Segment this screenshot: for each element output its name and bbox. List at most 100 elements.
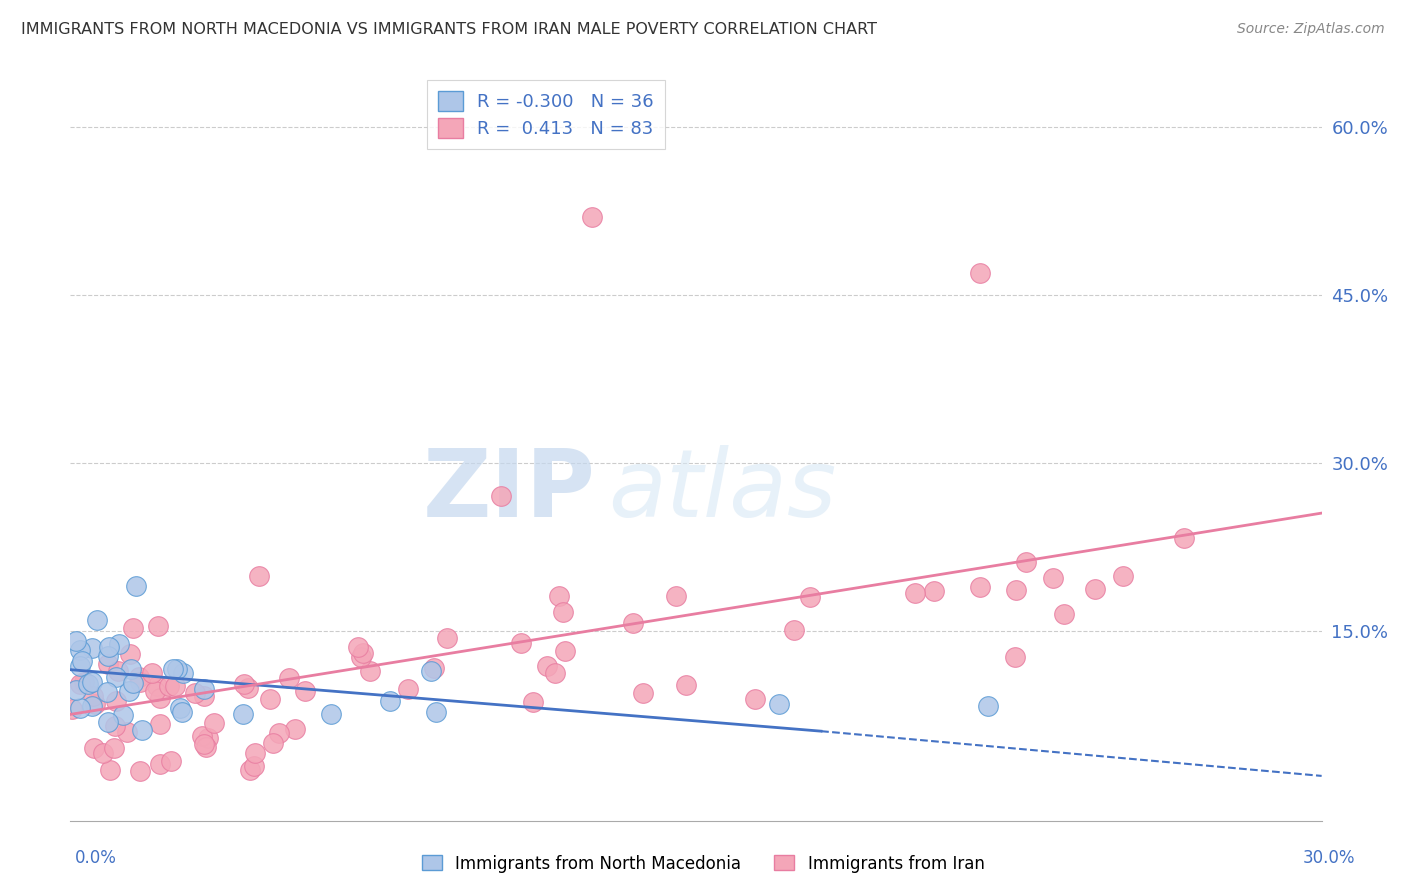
Point (108, 637, 131, 651)
Point (120, 648, 142, 662)
Point (277, 672, 299, 686)
Point (141, 666, 163, 681)
Text: 0.0%: 0.0% (75, 849, 117, 867)
Point (423, 661, 446, 675)
Legend: R = -0.300   N = 36, R =  0.413   N = 83: R = -0.300 N = 36, R = 0.413 N = 83 (427, 80, 665, 149)
Point (436, 631, 458, 645)
Point (69, 700, 91, 714)
Point (149, 691, 172, 706)
Point (262, 737, 284, 751)
Point (359, 665, 381, 679)
Point (396, 682, 419, 697)
Point (169, 701, 191, 715)
Point (551, 605, 574, 619)
Point (238, 681, 260, 696)
Point (166, 662, 188, 676)
Point (242, 758, 264, 772)
Point (80, 698, 103, 713)
Point (93, 746, 115, 760)
Point (149, 716, 172, 731)
Text: Source: ZipAtlas.com: Source: ZipAtlas.com (1237, 22, 1385, 37)
Point (321, 707, 343, 722)
Point (105, 694, 128, 708)
Point (969, 580, 991, 594)
Point (1005, 582, 1028, 597)
Point (80, 641, 103, 656)
Point (120, 662, 142, 676)
Text: IMMIGRANTS FROM NORTH MACEDONIA VS IMMIGRANTS FROM IRAN MALE POVERTY CORRELATION: IMMIGRANTS FROM NORTH MACEDONIA VS IMMIG… (21, 22, 877, 37)
Point (107, 664, 129, 678)
Point (76, 677, 98, 691)
Point (378, 693, 401, 707)
Point (259, 692, 281, 706)
Point (121, 676, 143, 690)
Point (783, 623, 806, 637)
Point (621, 615, 644, 630)
Point (544, 666, 567, 681)
Point (65, 683, 87, 698)
Point (675, 678, 697, 692)
Point (283, 723, 305, 737)
Point (146, 679, 169, 693)
Point (193, 681, 215, 696)
Point (194, 740, 217, 755)
Point (69, 643, 91, 657)
Point (425, 706, 447, 720)
Point (352, 646, 374, 660)
Point (69, 658, 91, 673)
Point (243, 747, 266, 761)
Point (84, 697, 107, 711)
Point (239, 763, 262, 777)
Point (347, 640, 370, 654)
Point (522, 695, 544, 709)
Point (160, 754, 183, 768)
Point (82, 689, 104, 703)
Point (924, 583, 946, 598)
Point (104, 718, 127, 732)
Point (536, 659, 558, 673)
Point (65, 634, 87, 648)
Point (744, 692, 766, 706)
Point (491, 489, 513, 503)
Point (581, 210, 603, 224)
Point (146, 619, 169, 633)
Point (117, 684, 139, 698)
Text: atlas: atlas (609, 445, 837, 536)
Point (96, 684, 118, 698)
Point (162, 662, 184, 676)
Point (125, 579, 148, 593)
Point (1084, 582, 1107, 597)
Point (232, 676, 254, 690)
Point (548, 589, 571, 603)
Point (183, 686, 205, 700)
Point (904, 585, 927, 599)
Point (977, 698, 1000, 713)
Point (190, 729, 212, 743)
Point (969, 266, 991, 280)
Point (122, 621, 145, 635)
Legend: Immigrants from North Macedonia, Immigrants from Iran: Immigrants from North Macedonia, Immigra… (415, 848, 991, 880)
Point (554, 644, 576, 658)
Point (128, 764, 150, 778)
Point (69, 676, 91, 690)
Point (202, 715, 225, 730)
Point (103, 741, 125, 756)
Point (510, 635, 533, 649)
Point (128, 670, 150, 684)
Point (129, 675, 152, 690)
Point (172, 665, 194, 680)
Point (799, 590, 821, 604)
Point (143, 684, 166, 698)
Point (104, 669, 127, 683)
Point (165, 679, 187, 693)
Point (768, 697, 790, 711)
Point (82, 675, 104, 690)
Point (117, 725, 139, 739)
Point (193, 737, 215, 751)
Point (97, 714, 120, 729)
Point (98, 640, 121, 654)
Text: ZIP: ZIP (423, 445, 596, 537)
Point (60, 702, 83, 716)
Point (97, 657, 120, 671)
Point (172, 705, 194, 719)
